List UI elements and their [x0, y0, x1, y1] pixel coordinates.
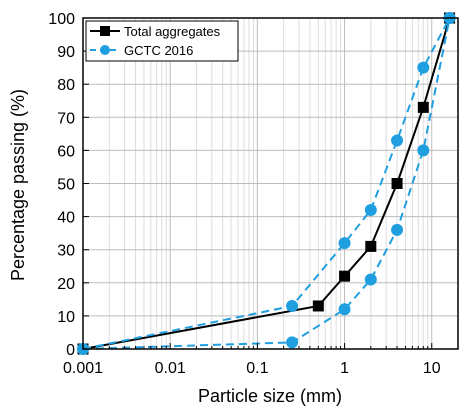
x-tick-label: 1 — [340, 360, 349, 377]
legend-marker-gctc-2016 — [100, 45, 110, 55]
data-point — [339, 270, 351, 282]
y-tick-label: 100 — [48, 11, 75, 28]
y-tick-label: 80 — [57, 77, 75, 94]
data-point — [391, 178, 403, 189]
y-tick-label: 30 — [57, 243, 75, 260]
legend-label-gctc-2016: GCTC 2016 — [124, 43, 193, 58]
legend-label-total-aggregates: Total aggregates — [124, 24, 221, 39]
y-tick-label: 90 — [57, 44, 75, 61]
data-point — [338, 303, 351, 316]
x-tick-label: 10 — [423, 360, 441, 377]
y-tick-label: 20 — [57, 276, 75, 293]
ticks — [82, 17, 459, 350]
legend-box — [85, 20, 239, 62]
data-point — [364, 273, 377, 286]
y-tick-label: 40 — [57, 210, 75, 227]
y-tick-label: 50 — [57, 177, 75, 194]
series-layer — [77, 12, 456, 355]
data-point — [312, 300, 324, 312]
data-point — [286, 336, 299, 349]
x-tick-label: 0.01 — [155, 360, 186, 377]
data-point — [286, 299, 299, 312]
x-axis-title: Particle size (mm) — [198, 386, 342, 406]
x-tick-label: 0.001 — [63, 360, 103, 377]
legend: Total aggregates GCTC 2016 — [85, 20, 239, 62]
data-point — [417, 144, 430, 157]
data-point — [417, 61, 430, 74]
data-point — [391, 223, 404, 236]
data-point — [391, 134, 404, 147]
legend-marker-total-aggregates — [100, 26, 110, 36]
y-tick-label: 70 — [57, 110, 75, 127]
y-tick-label: 60 — [57, 143, 75, 160]
y-axis-title: Percentage passing (%) — [8, 89, 28, 281]
y-tick-label: 10 — [57, 309, 75, 326]
data-point — [338, 237, 351, 250]
data-point — [417, 101, 429, 113]
x-tick-label: 0.1 — [246, 360, 268, 377]
data-point — [365, 240, 377, 252]
y-tick-label: 0 — [66, 342, 75, 359]
data-point — [364, 203, 377, 216]
